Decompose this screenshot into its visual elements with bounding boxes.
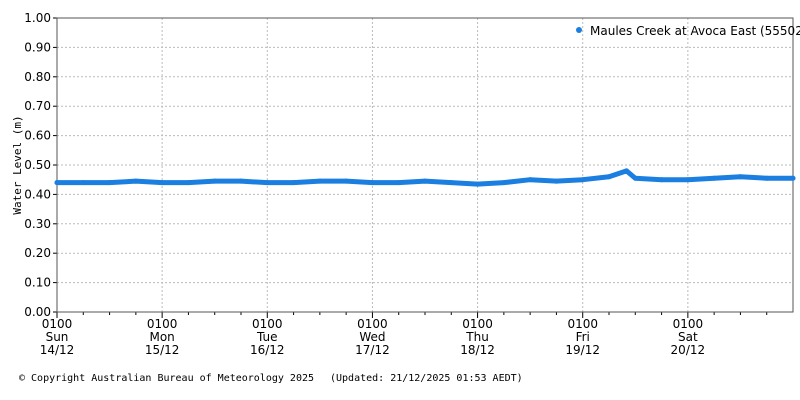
x-tick-label-day: Mon bbox=[149, 330, 174, 344]
x-tick-label-day: Thu bbox=[465, 330, 489, 344]
x-tick-label-day: Fri bbox=[576, 330, 590, 344]
y-tick-label: 0.00 bbox=[24, 305, 51, 319]
y-tick-label: 0.30 bbox=[24, 217, 51, 231]
x-tick-label-time: 0100 bbox=[462, 317, 493, 331]
x-tick-label-time: 0100 bbox=[252, 317, 283, 331]
x-tick-label-date: 16/12 bbox=[250, 343, 285, 357]
y-tick-label: 0.40 bbox=[24, 187, 51, 201]
x-tick-label-date: 18/12 bbox=[460, 343, 495, 357]
y-tick-label: 0.20 bbox=[24, 246, 51, 260]
x-tick-label-time: 0100 bbox=[357, 317, 388, 331]
x-tick-label-date: 15/12 bbox=[145, 343, 180, 357]
data-point bbox=[659, 177, 665, 183]
y-tick-label: 0.70 bbox=[24, 99, 51, 113]
y-tick-label: 0.10 bbox=[24, 276, 51, 290]
x-tick-label-day: Sun bbox=[46, 330, 69, 344]
x-tick-label-time: 0100 bbox=[42, 317, 73, 331]
data-point bbox=[501, 180, 507, 186]
updated-timestamp: (Updated: 21/12/2025 01:53 AEDT) bbox=[330, 373, 523, 384]
data-point bbox=[632, 175, 638, 181]
plot-frame bbox=[56, 17, 794, 313]
data-point bbox=[133, 178, 139, 184]
data-point bbox=[422, 178, 428, 184]
data-point bbox=[212, 178, 218, 184]
x-tick-label-day: Wed bbox=[359, 330, 385, 344]
data-point bbox=[737, 174, 743, 180]
x-tick-label-time: 0100 bbox=[147, 317, 178, 331]
data-point bbox=[580, 177, 586, 183]
y-axis-label: Water Level (m) bbox=[11, 115, 24, 214]
x-tick-label-time: 0100 bbox=[673, 317, 704, 331]
data-point bbox=[107, 180, 113, 186]
data-point bbox=[606, 174, 612, 180]
legend: Maules Creek at Avoca East (555027) bbox=[576, 24, 800, 38]
data-point bbox=[685, 177, 691, 183]
axes: 0.00 0.10 0.20 0.30 0.40 0.50 0.60 0.70 0.80 0.90… bbox=[24, 11, 794, 357]
data-point bbox=[475, 181, 481, 187]
legend-marker bbox=[576, 27, 582, 33]
x-tick-label-time: 0100 bbox=[567, 317, 598, 331]
data-point bbox=[80, 180, 86, 186]
x-tick-label-date: 17/12 bbox=[355, 343, 390, 357]
data-point bbox=[185, 180, 191, 186]
data-point bbox=[624, 168, 630, 174]
x-tick-label-date: 19/12 bbox=[565, 343, 600, 357]
data-point bbox=[527, 177, 533, 183]
data-point bbox=[238, 178, 244, 184]
data-point bbox=[711, 175, 717, 181]
data-point bbox=[448, 180, 454, 186]
x-tick-label-date: 14/12 bbox=[40, 343, 75, 357]
y-tick-label: 0.90 bbox=[24, 40, 51, 54]
data-point bbox=[343, 178, 349, 184]
data-point bbox=[369, 180, 375, 186]
x-tick-label-day: Sat bbox=[678, 330, 698, 344]
data-point bbox=[317, 178, 323, 184]
data-point bbox=[764, 175, 770, 181]
data-point bbox=[264, 180, 270, 186]
data-point bbox=[790, 175, 796, 181]
copyright-text: © Copyright Australian Bureau of Meteoro… bbox=[19, 373, 315, 384]
series-layer bbox=[54, 168, 796, 187]
y-tick-label: 1.00 bbox=[24, 11, 51, 25]
y-tick-label: 0.80 bbox=[24, 70, 51, 84]
data-point bbox=[396, 180, 402, 186]
series-line bbox=[54, 168, 796, 187]
legend-label: Maules Creek at Avoca East (555027) bbox=[590, 24, 800, 38]
data-point bbox=[291, 180, 297, 186]
x-tick-label-date: 20/12 bbox=[671, 343, 706, 357]
grid bbox=[57, 17, 793, 313]
data-point bbox=[159, 180, 165, 186]
data-point bbox=[54, 180, 60, 186]
x-tick-label-day: Tue bbox=[256, 330, 278, 344]
y-tick-label: 0.60 bbox=[24, 129, 51, 143]
data-point bbox=[553, 178, 559, 184]
y-tick-label: 0.50 bbox=[24, 158, 51, 172]
